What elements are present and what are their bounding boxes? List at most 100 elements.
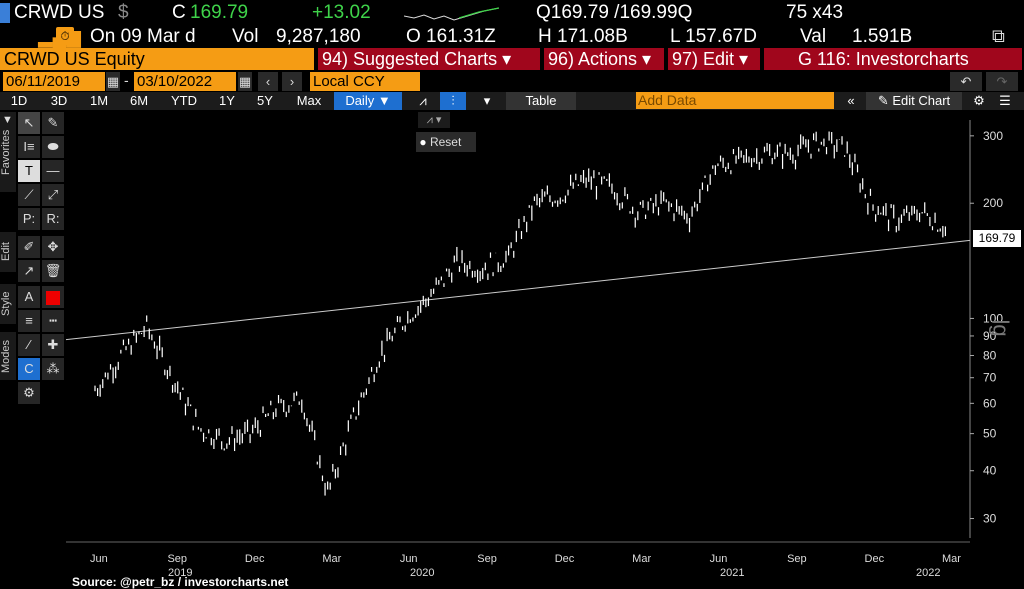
x-month-label: Sep [477, 553, 497, 565]
price-series [94, 131, 947, 496]
x-month-label: Jun [710, 553, 728, 565]
ratio-tool-icon[interactable]: R: [42, 208, 64, 230]
edit-chart-label: Edit Chart [892, 93, 951, 108]
value-label: Val [800, 26, 827, 47]
y-tick-label: 300 [983, 129, 1003, 143]
prev-arrow-icon[interactable]: ‹ [258, 72, 278, 91]
side-tab-style[interactable]: Style [0, 284, 16, 324]
menu-icon[interactable]: ☰ [999, 93, 1011, 108]
timeframe-max[interactable]: Max [296, 93, 322, 108]
currency-symbol: $ [118, 2, 129, 23]
edit-chart-button[interactable]: ✎ Edit Chart [866, 92, 962, 110]
magic-pen-icon[interactable]: ⁄ [18, 334, 40, 356]
trendline [65, 239, 971, 341]
timeframe-1d[interactable]: 1D [10, 93, 28, 108]
price-change: +13.02 [312, 2, 371, 23]
undo-icon[interactable]: ↶ [950, 72, 982, 91]
magnet-icon[interactable]: C [18, 358, 40, 380]
last-price-tag: 169.79 [973, 230, 1021, 247]
timeframe-ytd[interactable]: YTD [171, 93, 197, 108]
y-tick-label: 60 [983, 396, 997, 410]
bar-chart-icon[interactable]: ⫶ [440, 92, 466, 110]
source-caption: Source: @petr_bz / investorcharts.net [72, 575, 289, 589]
chart-mode-icon[interactable]: ⩘ ▾ [418, 112, 450, 128]
export-icon[interactable]: ⧉ [992, 26, 1005, 46]
log-scale-label: lg [988, 319, 1014, 337]
table-button[interactable]: Table [506, 92, 576, 110]
quote-header: CRWD US $ C 169.79 +13.02 Q169.79 /169.9… [0, 0, 1024, 48]
collapse-arrow-icon[interactable]: ▼ [2, 114, 13, 126]
x-year-label: 2021 [720, 567, 744, 579]
x-axis: Jun Sep Dec Mar Jun Sep Dec Mar Jun Sep Dec Mar 2019… [66, 541, 970, 579]
font-icon[interactable]: A [18, 286, 40, 308]
reset-button[interactable]: ● Reset [416, 132, 476, 152]
cross-icon[interactable]: ✚ [42, 334, 64, 356]
horizontal-line-icon[interactable]: — [42, 160, 64, 182]
redo-icon[interactable]: ↷ [986, 72, 1018, 91]
fib-icon[interactable]: I≡ [18, 136, 40, 158]
x-month-label: Sep [167, 553, 187, 565]
timeframe-6m[interactable]: 6M [129, 93, 149, 108]
settings-gear-icon[interactable]: ⚙ [18, 382, 40, 404]
edit-menu[interactable]: 97) Edit ▾ [668, 48, 760, 70]
bid-ask: Q169.79 /169.99Q [536, 2, 693, 23]
x-year-label: 2022 [916, 567, 940, 579]
line-style-icon[interactable]: ┅ [42, 310, 64, 332]
ray-icon[interactable]: ⤢ [42, 184, 64, 206]
ticker-color-block [0, 3, 10, 23]
end-date-field[interactable]: 03/10/2022 [134, 72, 236, 91]
text-icon[interactable]: T [18, 160, 40, 182]
color-swatch-icon[interactable] [42, 286, 64, 308]
move-icon[interactable]: ✥ [42, 236, 64, 258]
price-tool-icon[interactable]: P: [18, 208, 40, 230]
range-dash: - [124, 72, 129, 88]
collapse-icon[interactable]: « [847, 93, 855, 108]
y-tick-label: 50 [983, 427, 997, 441]
actions-menu[interactable]: 96) Actions ▾ [544, 48, 664, 70]
x-month-label: Mar [632, 553, 651, 565]
bid-ask-size: 75 x43 [786, 2, 844, 23]
ellipse-icon[interactable]: ⬬ [42, 136, 64, 158]
trendline-icon[interactable]: ⟋ [18, 184, 40, 206]
start-date-field[interactable]: 06/11/2019 [3, 72, 105, 91]
last-price: 169.79 [190, 2, 249, 23]
side-tab-edit[interactable]: Edit [0, 232, 16, 272]
price-chart[interactable]: 30 40 50 60 70 80 90 100 200 300 Jun Sep Dec Mar Jun S… [0, 110, 1024, 589]
next-arrow-icon[interactable]: › [282, 72, 302, 91]
chart-settings-icon[interactable]: ⚙ [973, 93, 985, 108]
timeframe-3d[interactable]: 3D [50, 93, 68, 108]
gauge-icon[interactable]: ⏱ [56, 27, 74, 45]
calendar-icon[interactable]: ▦ [238, 72, 252, 91]
dropdown-icon[interactable]: ▾ [483, 93, 491, 108]
line-weight-icon[interactable]: ≡ [18, 310, 40, 332]
reset-label: Reset [429, 135, 462, 149]
x-month-label: Sep [787, 553, 807, 565]
timeframe-1m[interactable]: 1M [89, 93, 109, 108]
add-data-input[interactable]: Add Data [636, 92, 834, 109]
timeframe-5y[interactable]: 5Y [257, 93, 273, 108]
brush-icon[interactable]: ✐ [18, 236, 40, 258]
trash-icon[interactable]: 🗑 [42, 260, 64, 282]
period-select[interactable]: Daily ▼ [334, 92, 402, 110]
pen-icon[interactable]: ✎ [42, 112, 64, 134]
y-tick-label: 90 [983, 329, 997, 343]
x-month-label: Mar [322, 553, 341, 565]
high-price: H 171.08B [538, 26, 628, 47]
x-month-label: Dec [245, 553, 265, 565]
x-year-label: 2019 [168, 567, 192, 579]
date-range-row: 06/11/2019 ▦ - 03/10/2022 ▦ ‹ › Local CC… [0, 72, 1024, 91]
timeframe-1y[interactable]: 1Y [219, 93, 235, 108]
currency-select[interactable]: Local CCY [310, 72, 420, 91]
calendar-icon[interactable]: ▦ [106, 72, 120, 91]
suggested-charts-menu[interactable]: 94) Suggested Charts ▾ [318, 48, 540, 70]
line-chart-icon[interactable]: ⩘ [419, 93, 427, 108]
side-tab-modes[interactable]: Modes [0, 332, 16, 380]
chart-area[interactable]: 30 40 50 60 70 80 90 100 200 300 Jun Sep Dec Mar Jun S… [0, 110, 1024, 589]
select-icon[interactable]: ↗ [18, 260, 40, 282]
security-field[interactable]: CRWD US Equity [0, 48, 314, 70]
cursor-icon[interactable]: ↖ [18, 112, 40, 134]
x-month-label: Dec [555, 553, 575, 565]
close-label: C [172, 2, 186, 23]
value-amount: 1.591B [852, 26, 913, 47]
palette-icon[interactable]: ⁂ [42, 358, 64, 380]
